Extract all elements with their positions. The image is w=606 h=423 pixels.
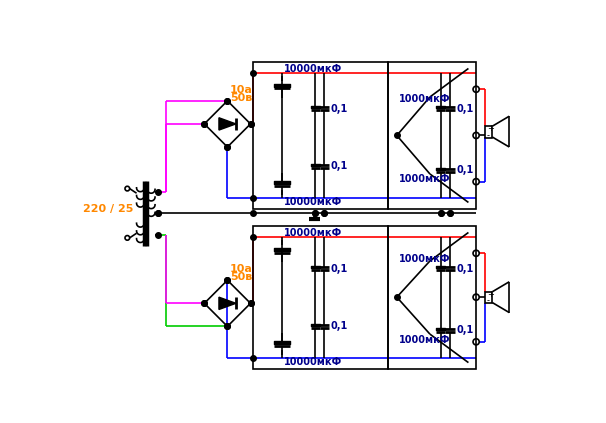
Text: 50в: 50в (230, 93, 252, 103)
Text: +: + (487, 290, 494, 299)
Polygon shape (219, 297, 236, 310)
Text: 0,1: 0,1 (331, 161, 348, 171)
Text: -: - (487, 131, 490, 140)
Bar (253, 62, 388, 209)
Text: 0,1: 0,1 (456, 165, 473, 175)
Text: 0,1: 0,1 (456, 325, 473, 335)
Polygon shape (219, 118, 236, 130)
Bar (485, 292, 492, 303)
Text: 50в: 50в (230, 272, 252, 282)
Text: 10а: 10а (230, 264, 253, 275)
Text: 0,1: 0,1 (456, 104, 473, 113)
Bar (253, 226, 388, 369)
Text: 1000мкФ: 1000мкФ (399, 94, 451, 104)
Text: 10000мкФ: 10000мкФ (284, 64, 342, 74)
Bar (388, 226, 476, 369)
Text: 1000мкФ: 1000мкФ (399, 174, 451, 184)
Text: 220 / 25: 220 / 25 (84, 204, 134, 214)
Text: -: - (487, 297, 490, 305)
Text: 10000мкФ: 10000мкФ (284, 197, 342, 207)
Text: 1000мкФ: 1000мкФ (399, 254, 451, 264)
Text: 10000мкФ: 10000мкФ (284, 357, 342, 367)
Text: 1000мкФ: 1000мкФ (399, 335, 451, 344)
Bar (485, 126, 492, 138)
Text: +: + (487, 124, 494, 133)
Bar (388, 62, 476, 209)
Text: 0,1: 0,1 (331, 104, 348, 113)
Text: 10а: 10а (230, 85, 253, 95)
Text: 0,1: 0,1 (331, 321, 348, 331)
Text: 0,1: 0,1 (456, 264, 473, 274)
Text: 10000мкФ: 10000мкФ (284, 228, 342, 238)
Text: 0,1: 0,1 (331, 264, 348, 274)
